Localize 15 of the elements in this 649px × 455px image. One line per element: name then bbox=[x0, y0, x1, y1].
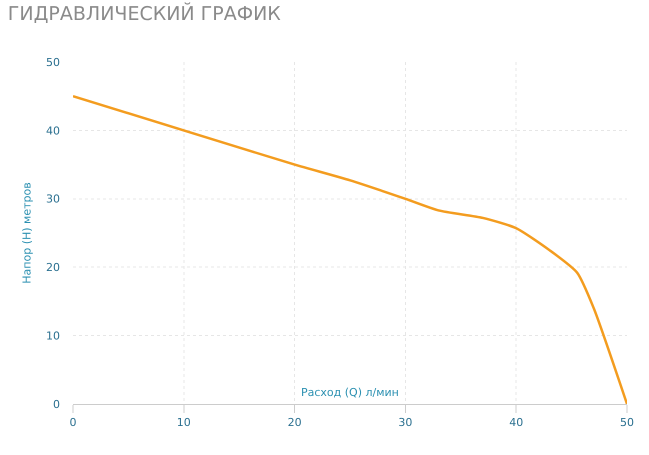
x-tick-label: 0 bbox=[70, 416, 76, 430]
y-tick-label: 40 bbox=[46, 124, 60, 138]
y-axis-title: Напор (H) метров bbox=[20, 182, 34, 284]
x-tick-label: 10 bbox=[176, 416, 191, 430]
x-tick-label: 30 bbox=[398, 416, 412, 430]
chart-title: ГИДРАВЛИЧЕСКИЙ ГРАФИК bbox=[8, 2, 282, 26]
y-tick-label: 0 bbox=[53, 398, 60, 411]
x-tick-label: 50 bbox=[620, 416, 634, 430]
y-tick-label: 30 bbox=[46, 192, 60, 206]
y-tick-label: 20 bbox=[46, 261, 60, 274]
y-tick-label: 50 bbox=[46, 56, 60, 69]
x-tick-label: 20 bbox=[288, 416, 302, 430]
x-tick-label: 40 bbox=[509, 416, 524, 430]
y-tick-label: 10 bbox=[46, 329, 60, 342]
x-axis-title: Расход (Q) л/мин bbox=[301, 386, 399, 399]
